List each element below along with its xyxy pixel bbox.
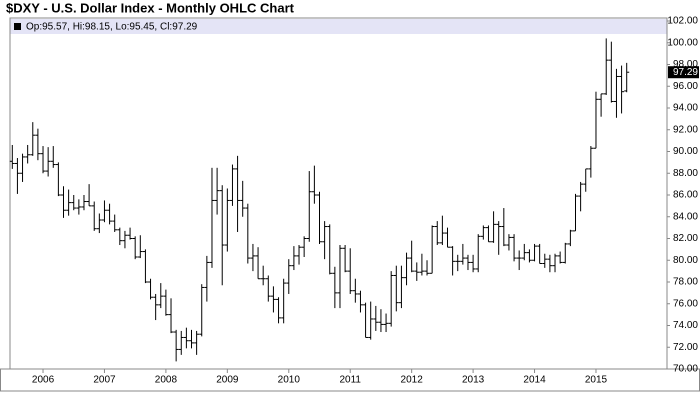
y-tick-label: 84.00 [673,211,698,222]
x-tick-label: 2009 [216,375,239,386]
x-tick-label: 2008 [155,375,178,386]
legend-text: Op:95.57, Hi:98.15, Lo:95.45, Cl:97.29 [26,22,198,33]
y-tick-label: 80.00 [673,255,698,266]
x-tick-label: 2012 [401,375,424,386]
y-tick-label: 102.00 [667,16,698,27]
last-price-label: 97.29 [673,67,698,78]
x-tick-label: 2014 [523,375,546,386]
x-tick-label: 2013 [462,375,485,386]
y-tick-label: 88.00 [673,168,698,179]
y-tick-label: 78.00 [673,277,698,288]
legend-swatch [14,23,21,30]
x-tick-label: 2010 [278,375,301,386]
y-tick-label: 98.00 [673,59,698,70]
y-tick-label: 70.00 [673,364,698,375]
y-tick-label: 74.00 [673,320,698,331]
last-price-tag [668,66,699,79]
y-tick-label: 72.00 [673,342,698,353]
chart-title: $DXY - U.S. Dollar Index - Monthly OHLC … [6,0,295,15]
x-tick-label: 2006 [32,375,55,386]
x-tick-label: 2007 [93,375,116,386]
y-tick-label: 90.00 [673,146,698,157]
x-tick-label: 2011 [339,375,361,386]
y-tick-label: 76.00 [673,298,698,309]
y-tick-label: 94.00 [673,103,698,114]
legend-band [10,19,667,34]
y-tick-label: 86.00 [673,190,698,201]
y-tick-label: 96.00 [673,81,698,92]
y-tick-label: 100.00 [667,37,698,48]
y-tick-label: 92.00 [673,124,698,135]
x-tick-label: 2015 [585,375,608,386]
y-tick-label: 82.00 [673,233,698,244]
